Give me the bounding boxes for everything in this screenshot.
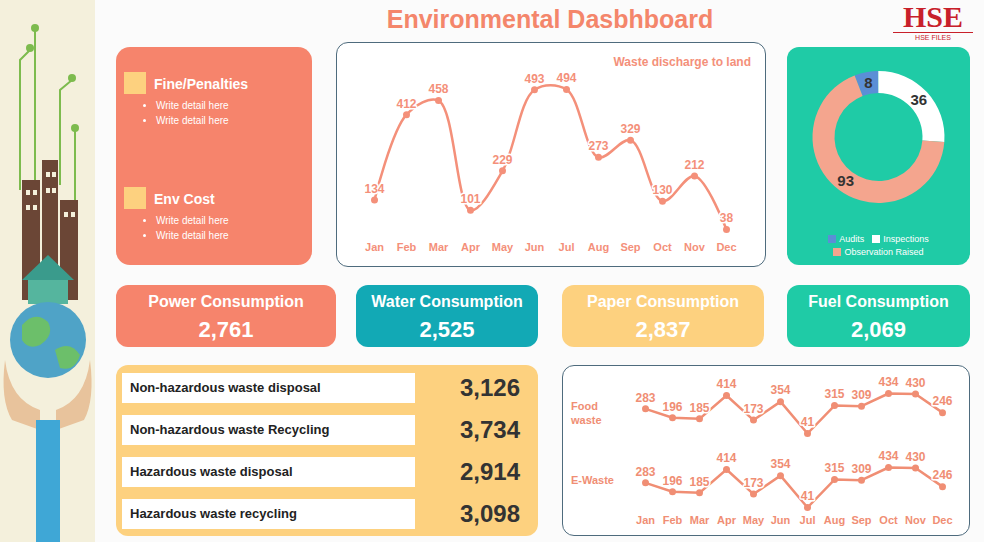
svg-text:Jul: Jul [800,514,816,526]
svg-text:309: 309 [851,388,871,402]
svg-text:196: 196 [662,400,682,414]
html-text:Observation Raised: Observation Raised [844,247,924,257]
svg-text:134: 134 [364,182,384,196]
html-text:Audits: Audits [839,234,865,244]
html-text:Write detail here: Write detail here [156,230,229,241]
svg-text:185: 185 [689,475,709,489]
svg-text:130: 130 [652,183,672,197]
svg-text:Sep: Sep [851,514,871,526]
svg-text:Apr: Apr [717,514,737,526]
svg-text:196: 196 [662,474,682,488]
svg-text:Jan: Jan [636,514,655,526]
svg-text:434: 434 [878,449,898,463]
svg-text:414: 414 [716,377,736,391]
svg-text:430: 430 [905,376,925,390]
html-text:Non-hazardous waste Recycling: Non-hazardous waste Recycling [130,422,330,437]
svg-text:458: 458 [428,82,448,96]
html-text:E-Waste: E-Waste [571,474,614,486]
html-text:2,525: 2,525 [419,317,475,342]
svg-text:494: 494 [556,71,576,85]
html-text:Fine/Penalties: Fine/Penalties [154,76,249,92]
svg-text:Apr: Apr [461,241,481,253]
html-text:Water Consumption: Water Consumption [371,293,523,310]
svg-text:101: 101 [460,192,480,206]
svg-text:93: 93 [837,172,854,189]
svg-text:Jun: Jun [771,514,791,526]
svg-text:229: 229 [492,153,512,167]
svg-text:246: 246 [932,394,952,408]
svg-text:Dec: Dec [932,514,952,526]
html-text:Hazardous waste disposal: Hazardous waste disposal [130,464,293,479]
html-text:2,837: 2,837 [635,317,691,342]
svg-text:38: 38 [720,211,734,225]
svg-text:273: 273 [588,139,608,153]
html-text:Food waste: Food waste [571,400,602,426]
html-text:2,914: 2,914 [459,458,520,485]
svg-text:Oct: Oct [879,514,898,526]
svg-text:May: May [492,241,514,253]
html-text:3,098: 3,098 [459,500,520,527]
html-text:Non-hazardous waste disposal: Non-hazardous waste disposal [130,380,321,395]
html-text:Environmental Dasbhboard: Environmental Dasbhboard [386,5,714,33]
svg-text:Nov: Nov [905,514,927,526]
svg-text:Mar: Mar [690,514,710,526]
svg-text:Nov: Nov [684,241,706,253]
svg-text:Jul: Jul [559,241,575,253]
svg-text:Feb: Feb [663,514,683,526]
svg-text:Jan: Jan [365,241,384,253]
svg-text:354: 354 [770,383,790,397]
svg-text:430: 430 [905,450,925,464]
svg-text:414: 414 [716,451,736,465]
svg-text:Aug: Aug [824,514,845,526]
svg-text:412: 412 [396,97,416,111]
html-text:2,761: 2,761 [198,317,254,342]
html-text:Write detail here: Write detail here [156,100,229,111]
svg-text:185: 185 [689,401,709,415]
svg-text:173: 173 [743,476,763,490]
svg-text:Aug: Aug [588,241,609,253]
html-text:Hazardous waste recycling: Hazardous waste recycling [130,506,297,521]
html-text:Write detail here: Write detail here [156,115,229,126]
html-text:3,734: 3,734 [459,416,520,443]
svg-text:315: 315 [824,461,844,475]
svg-text:329: 329 [620,122,640,136]
html-text:Power Consumption: Power Consumption [148,293,304,310]
svg-text:173: 173 [743,402,763,416]
svg-text:Dec: Dec [716,241,736,253]
html-text:HSE: HSE [903,0,963,33]
svg-text:Mar: Mar [429,241,449,253]
html-text:HSE FILES: HSE FILES [915,34,951,41]
svg-text:283: 283 [635,465,655,479]
svg-text:Sep: Sep [620,241,640,253]
html-text:2,069: 2,069 [851,317,906,342]
html-text:Waste discharge to land: Waste discharge to land [613,55,751,69]
svg-text:41: 41 [801,489,815,503]
svg-text:246: 246 [932,468,952,482]
svg-text:8: 8 [864,74,872,91]
svg-text:283: 283 [635,391,655,405]
svg-text:May: May [743,514,765,526]
html-text:Paper Consumption: Paper Consumption [587,293,739,310]
svg-text:434: 434 [878,375,898,389]
svg-text:Jun: Jun [525,241,545,253]
html-text:Fuel Consumption: Fuel Consumption [808,293,949,310]
svg-text:315: 315 [824,387,844,401]
svg-text:Feb: Feb [397,241,417,253]
svg-text:212: 212 [684,158,704,172]
svg-text:Oct: Oct [653,241,672,253]
html-text:Write detail here: Write detail here [156,215,229,226]
svg-text:41: 41 [801,415,815,429]
html-text:Env Cost: Env Cost [154,191,215,207]
html-text:Inspections: Inspections [883,234,929,244]
svg-text:354: 354 [770,457,790,471]
svg-text:309: 309 [851,462,871,476]
html-text:3,126: 3,126 [459,374,520,401]
svg-text:36: 36 [910,91,927,108]
svg-text:493: 493 [524,72,544,86]
